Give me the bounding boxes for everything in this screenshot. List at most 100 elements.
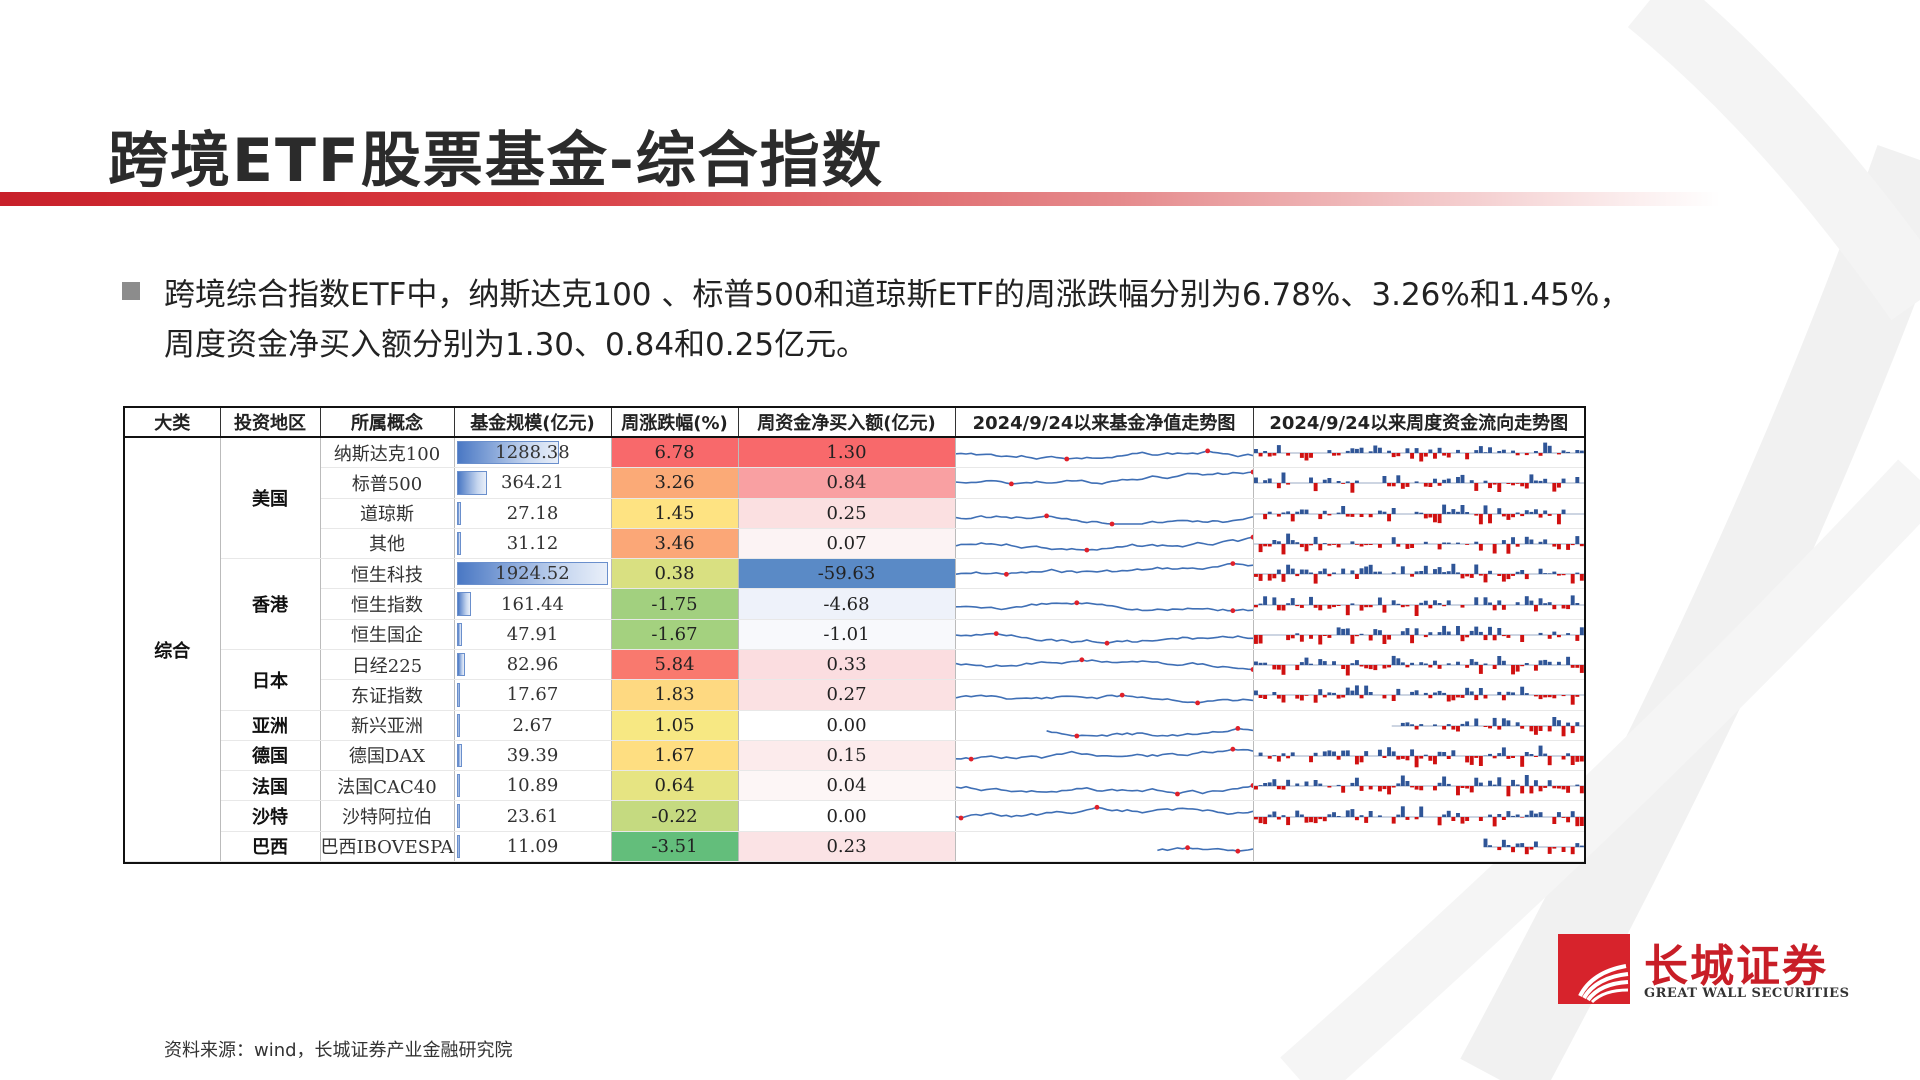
flow-inflow-bar [1409,662,1414,666]
flow-trend-cell [1253,619,1584,650]
flow-inflow-bar [1372,628,1377,635]
flow-inflow-bar [1381,511,1386,514]
flow-inflow-bar [1271,692,1276,696]
flow-outflow-bar [1524,483,1529,489]
flow-outflow-bar [1519,513,1524,516]
flow-outflow-bar [1496,574,1501,577]
nav-line [955,659,1252,671]
flow-inflow-bar [1299,509,1304,514]
flow-outflow-bar [1547,755,1552,766]
flow-outflow-bar [1381,786,1386,790]
weekly-change-cell: -1.67 [611,619,739,650]
flow-inflow-bar [1450,750,1455,756]
flow-inflow-bar [1441,625,1446,635]
flow-inflow-bar [1547,780,1552,787]
flow-outflow-bar [1281,604,1285,611]
flow-outflow-bar [1460,786,1464,789]
flow-outflow-bar [1432,755,1437,765]
flow-outflow-bar [1322,695,1327,698]
flow-inflow-bar [1386,450,1391,454]
fund-scale-value: 27.18 [506,502,559,524]
flow-outflow-bar [1317,543,1322,551]
flow-inflow-bar [1313,536,1318,544]
flow-inflow-bar [1423,693,1428,696]
nav-line [955,748,1252,760]
flow-outflow-bar [1317,634,1322,645]
flow-inflow-bar [1423,663,1428,666]
nav-high-marker [1094,804,1099,810]
flow-outflow-bar [1409,786,1414,788]
fund-scale-cell: 82.96 [454,649,612,681]
flow-outflow-bar [1294,574,1299,577]
flow-trend-cell [1253,588,1584,620]
flow-inflow-bar [1423,566,1428,575]
flow-inflow-bar [1368,451,1373,454]
flow-outflow-bar [1276,665,1281,670]
flow-outflow-bar [1368,665,1373,670]
flow-outflow-bar [1556,543,1561,550]
nav-line [955,450,1252,460]
flow-inflow-bar [1538,541,1543,544]
flow-inflow-bar [1483,755,1487,756]
flow-outflow-bar [1519,755,1524,767]
flow-inflow-bar [1551,571,1556,575]
flow-outflow-bar [1414,755,1419,768]
net-buy-cell: -4.68 [738,588,956,620]
fund-scale-bar [456,501,461,525]
flow-inflow-bar [1400,805,1405,817]
nav-sparkline [955,448,1252,462]
flow-outflow-bar [1308,816,1313,822]
flow-outflow-bar [1533,725,1538,735]
flow-outflow-bar [1441,725,1446,730]
flow-outflow-bar [1258,816,1263,823]
flow-inflow-bar [1446,479,1451,484]
table-row: 恒生国企 47.91 -1.67 -1.01 [125,619,1584,650]
flow-inflow-bar [1363,566,1368,575]
flow-inflow-bar [1446,599,1451,605]
flow-outflow-bar [1354,574,1359,580]
flow-outflow-bar [1340,483,1345,485]
flow-outflow-bar [1524,453,1529,456]
nav-trend-cell [955,679,1254,711]
flow-outflow-bar [1505,483,1510,485]
flow-inflow-bar [1395,689,1400,696]
flow-outflow-bar [1258,543,1263,553]
flow-inflow-bar [1478,688,1483,696]
flow-inflow-bar [1538,745,1543,756]
table-row: 东证指数 17.67 1.83 0.27 [125,679,1584,711]
flow-inflow-bar [1418,806,1423,817]
flow-inflow-bar [1483,505,1487,514]
flow-outflow-bar [1304,543,1308,552]
flow-outflow-bar [1492,543,1497,554]
flow-inflow-bar [1483,663,1487,666]
weekly-change-cell: 3.46 [611,528,739,560]
flow-outflow-bar [1561,786,1566,790]
flow-inflow-bar [1418,662,1423,666]
nav-sparkline [955,657,1252,672]
flow-outflow-bar [1455,695,1460,698]
flow-inflow-bar [1427,632,1432,635]
flow-inflow-bar [1340,628,1345,635]
flow-inflow-bar [1381,476,1386,484]
flow-outflow-bar [1427,483,1432,488]
flow-inflow-bar [1317,659,1322,666]
flow-inflow-bar [1377,630,1382,635]
nav-high-marker [1043,513,1049,519]
flow-inflow-bar [1294,633,1299,635]
flow-outflow-bar [1515,453,1520,456]
flow-outflow-bar [1437,543,1442,550]
fund-scale-value: 1924.52 [495,563,570,585]
flow-outflow-bar [1326,604,1331,609]
flow-inflow-bar [1253,449,1258,454]
nav-sparkline [955,746,1252,762]
flow-inflow-bar [1395,475,1400,484]
flow-inflow-bar [1524,814,1529,817]
flow-outflow-bar [1561,725,1566,736]
nav-trend-cell [955,649,1254,681]
concept-cell: 恒生科技 [320,558,455,590]
flow-outflow-bar [1317,604,1322,610]
flow-inflow-bar [1524,693,1529,696]
flow-inflow-bar [1565,722,1570,726]
flow-outflow-bar [1492,634,1497,641]
flow-inflow-bar [1349,541,1354,544]
